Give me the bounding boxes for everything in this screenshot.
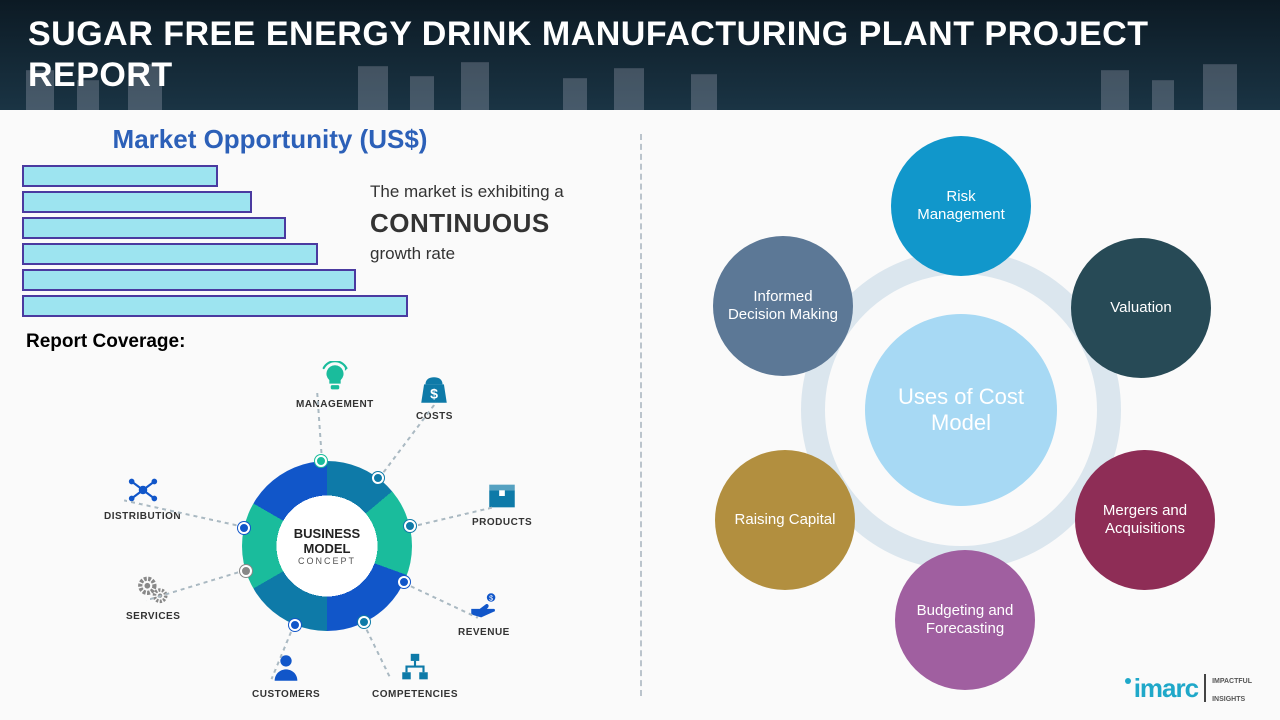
header: SUGAR FREE ENERGY DRINK MANUFACTURING PL… — [0, 0, 1280, 110]
left-panel: Market Opportunity (US$) The market is e… — [0, 110, 640, 720]
growth-text: The market is exhibiting a CONTINUOUS gr… — [370, 180, 630, 267]
ring-dot — [404, 520, 416, 532]
chart-bar — [22, 165, 218, 187]
growth-suffix: growth rate — [370, 244, 455, 263]
cost-node-budgeting: Budgeting and Forecasting — [895, 550, 1035, 690]
ring-dot — [398, 576, 410, 588]
spoke-line — [378, 401, 437, 479]
coverage-customers: CUSTOMERS — [252, 651, 320, 700]
chart-bar — [22, 269, 356, 291]
cost-node-capital: Raising Capital — [715, 450, 855, 590]
chart-title: Market Opportunity (US$) — [0, 124, 618, 155]
coverage-products: PRODUCTS — [472, 479, 532, 528]
coverage-distribution: DISTRIBUTION — [104, 473, 181, 522]
svg-text:$: $ — [431, 387, 439, 403]
cost-node-risk: Risk Management — [891, 136, 1031, 276]
ring-dot — [358, 616, 370, 628]
coverage-revenue: $REVENUE — [458, 589, 510, 638]
chart-bar — [22, 217, 286, 239]
coverage-costs: $COSTS — [416, 373, 453, 422]
ring-dot — [372, 472, 384, 484]
coverage-competencies: COMPETENCIES — [372, 651, 458, 700]
growth-prefix: The market is exhibiting a — [370, 182, 564, 201]
chart-bar — [22, 191, 252, 213]
cost-model-radial: Uses of Cost Model Risk Management Valuat… — [671, 130, 1251, 690]
cost-node-informed: Informed Decision Making — [713, 236, 853, 376]
cost-node-mergers: Mergers and Acquisitions — [1075, 450, 1215, 590]
coverage-label: Report Coverage: — [26, 331, 618, 353]
radial-center: Uses of Cost Model — [865, 314, 1057, 506]
logo-divider — [1204, 674, 1206, 702]
chart-bar — [22, 295, 408, 317]
coverage-management: MANAGEMENT — [296, 361, 374, 410]
ring-dot — [240, 565, 252, 577]
growth-big: CONTINUOUS — [370, 208, 550, 238]
wheel-center: BUSINESS MODEL CONCEPT — [281, 500, 373, 592]
svg-text:$: $ — [489, 594, 493, 602]
ring-dot — [289, 619, 301, 631]
ring-dot — [238, 522, 250, 534]
right-panel: Uses of Cost Model Risk Management Valuat… — [642, 110, 1280, 720]
logo-tagline: IMPACTFUL INSIGHTS — [1212, 670, 1252, 706]
chart-bar — [22, 243, 318, 265]
page-title: SUGAR FREE ENERGY DRINK MANUFACTURING PL… — [28, 14, 1252, 96]
logo-dot-icon — [1125, 678, 1131, 684]
brand-logo: imarc IMPACTFUL INSIGHTS — [1124, 670, 1252, 706]
wheel-ring: BUSINESS MODEL CONCEPT — [242, 461, 412, 631]
cost-node-valuation: Valuation — [1071, 238, 1211, 378]
business-model-wheel: BUSINESS MODEL CONCEPT MANAGEMENT$COSTSP… — [102, 361, 522, 681]
logo-text: imarc — [1134, 673, 1198, 704]
